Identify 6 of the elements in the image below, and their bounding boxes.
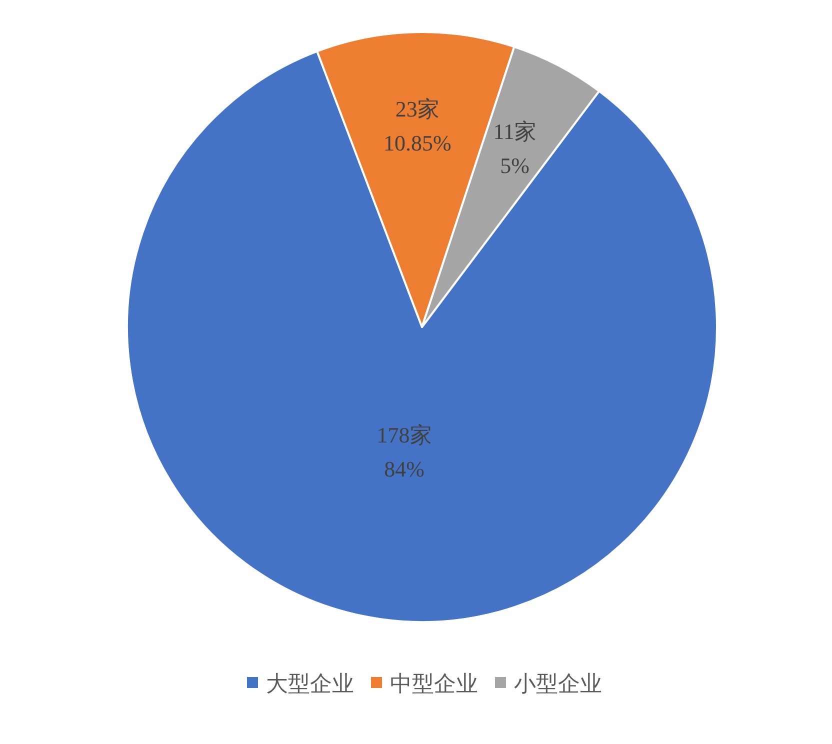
- data-label: 23家 10.85%: [384, 96, 452, 156]
- data-label: 11家 5%: [493, 119, 536, 178]
- data-label: 178家 84%: [376, 422, 432, 482]
- legend-label: 小型企业: [514, 671, 602, 696]
- legend-label: 大型企业: [266, 671, 354, 696]
- legend-label: 中型企业: [390, 671, 478, 696]
